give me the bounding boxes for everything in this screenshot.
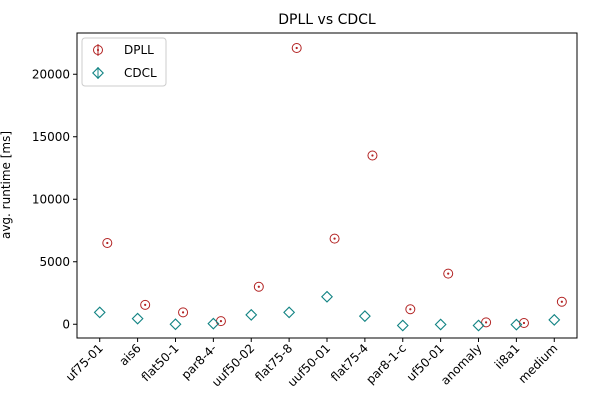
- dpll-point: [443, 268, 454, 279]
- chart-title: DPLL vs CDCL: [278, 12, 376, 28]
- cdcl-point: [207, 317, 220, 330]
- y-tick-label: 20000: [32, 67, 70, 81]
- y-tick-label: 0: [62, 317, 70, 331]
- cdcl-series: [93, 290, 561, 332]
- legend-marker-dpll: [93, 45, 103, 55]
- y-axis-label: avg. runtime [ms]: [0, 131, 13, 239]
- dpll-series: [102, 43, 567, 328]
- dpll-point: [481, 317, 492, 328]
- cdcl-point: [321, 290, 333, 303]
- cdcl-point: [169, 318, 182, 331]
- y-tick-label: 15000: [32, 130, 70, 144]
- dpll-point: [556, 296, 567, 307]
- dpll-point: [367, 150, 378, 161]
- cdcl-point: [283, 306, 296, 319]
- y-tick-label: 10000: [32, 192, 70, 206]
- legend-label: CDCL: [124, 66, 157, 80]
- legend-entry-dpll: DPLL: [93, 43, 154, 57]
- cdcl-point: [472, 319, 485, 332]
- cdcl-point: [245, 308, 258, 321]
- cdcl-point: [510, 318, 523, 331]
- dpll-point: [140, 299, 151, 310]
- y-axis-ticks: 0 5000 10000 15000 20000: [32, 67, 77, 331]
- dpll-point: [253, 281, 264, 292]
- dpll-point: [405, 304, 416, 315]
- dpll-point: [329, 233, 340, 244]
- cdcl-point: [93, 306, 106, 319]
- cdcl-point: [434, 318, 447, 331]
- cdcl-point: [358, 310, 371, 323]
- cdcl-point: [548, 313, 561, 326]
- legend: DPLL CDCL: [81, 37, 167, 87]
- plot-marks: [93, 43, 567, 332]
- dpll-point: [178, 307, 189, 318]
- cdcl-point: [396, 319, 409, 332]
- legend-entry-cdcl: CDCL: [92, 66, 157, 80]
- cdcl-point: [131, 312, 144, 325]
- y-tick-label: 5000: [39, 255, 70, 269]
- dpll-point: [102, 238, 113, 248]
- legend-marker-cdcl: [92, 67, 104, 79]
- dpll-point: [291, 43, 302, 53]
- legend-label: DPLL: [124, 43, 154, 57]
